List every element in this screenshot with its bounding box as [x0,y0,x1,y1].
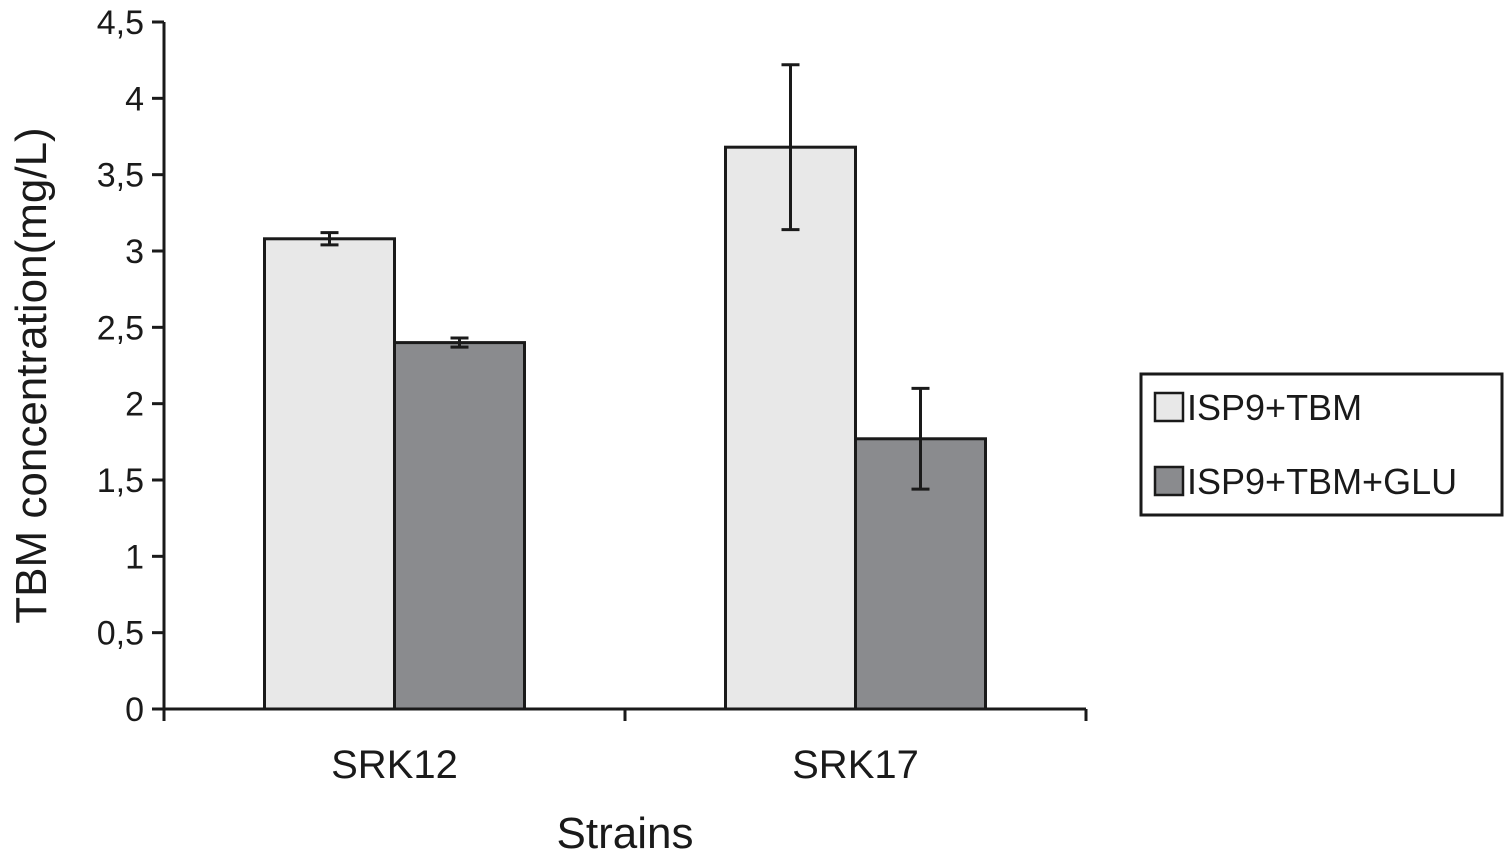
y-axis-title: TBM concentration(mg/L) [7,127,56,623]
legend: ISP9+TBM ISP9+TBM+GLU [1139,372,1504,517]
x-category-label: SRK12 [331,743,458,787]
bar [724,145,857,711]
y-tick-label: 4,5 [97,4,144,42]
y-ticks: 0 0,5 1 1,5 2 2,5 3 3,5 4 4,5 [97,4,164,729]
x-ticks: SRK12 SRK17 [162,709,1088,787]
legend-label: ISP9+TBM+GLU [1187,461,1457,502]
bars-layer [263,145,987,711]
y-tick-label: 0 [125,691,144,729]
error-bars-layer [320,63,930,491]
bar [393,341,526,711]
y-tick-label: 1 [125,538,144,576]
y-tick-label: 1,5 [97,462,144,500]
legend-box [1139,372,1504,517]
y-tick-label: 3,5 [97,157,144,195]
y-tick-label: 2 [125,386,144,424]
x-axis-title: Strains [557,809,694,858]
legend-label: ISP9+TBM [1187,387,1362,428]
y-tick-label: 4 [125,80,144,118]
y-tick-label: 2,5 [97,309,144,347]
bar [263,237,396,711]
y-tick-label: 0,5 [97,615,144,653]
legend-swatch [1153,465,1185,497]
legend-swatch [1153,391,1185,423]
y-tick-label: 3 [125,233,144,271]
x-category-label: SRK17 [792,743,919,787]
